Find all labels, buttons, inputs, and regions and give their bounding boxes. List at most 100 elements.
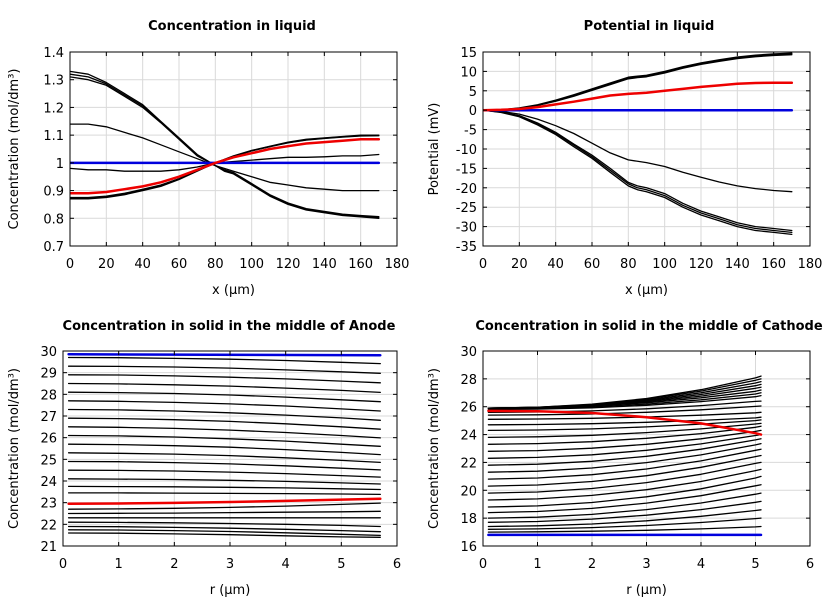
x-tick-label: 60 [584,257,601,272]
series-line-b3 [70,134,380,199]
series-line-c16 [487,425,762,445]
x-tick-label: 80 [207,257,224,272]
y-tick-label: 5 [469,85,477,100]
series-line-a01 [67,356,381,365]
series-line-c02 [487,517,762,530]
series-line-a06 [67,400,381,412]
series-line-a03 [67,374,381,384]
series-line-a04 [67,382,381,394]
series-line-a21 [67,521,381,528]
y-tick-label: 24 [460,429,477,444]
x-tick-label: 0 [479,557,487,572]
series-line-t3 [70,76,380,218]
x-tick-label: 4 [282,557,290,572]
chart-title: Concentration in liquid [148,19,316,34]
series-line-c01 [487,525,762,533]
y-tick-label: 0.8 [43,212,64,227]
y-tick-label: 1.2 [43,101,64,116]
series-line-a02 [67,365,381,374]
series-line-c14 [487,433,762,459]
series-line-c23 [487,394,762,411]
series-line-c19 [487,416,762,426]
series-line-final [487,409,763,436]
series-line-a19 [67,510,381,515]
x-tick-label: 6 [806,557,814,572]
series-line-a07 [67,408,381,421]
panel-liquid-potential: 0 20 40 60 80 100 120 140 160 180-35-30-25-20-15-… [427,19,822,298]
series-line-a16 [67,485,381,491]
series-line-c06 [487,484,762,514]
x-tick-label: 6 [393,557,401,572]
x-tick-label: 140 [725,257,750,272]
y-tick-label: 1.1 [43,129,64,144]
series-line-a11 [67,443,381,456]
series-line-a09 [67,426,381,439]
y-tick-label: -25 [456,201,477,216]
x-axis-label: r (µm) [210,583,251,598]
series-line-a24 [67,532,381,538]
series-line-a13 [67,460,381,471]
panel-anode-solid-concentration: 0 1 2 3 4 5 621222324252627282930Concentration… [7,319,401,598]
y-tick-label: 15 [460,46,477,61]
y-tick-label: 27 [40,410,57,425]
series-line-c11 [487,448,762,480]
series-line-d1 [483,109,793,234]
series-line-b2 [70,135,380,199]
series-line-c09 [487,461,762,494]
y-tick-label: 22 [460,456,477,471]
y-tick-label: 23 [40,497,57,512]
x-tick-label: 4 [697,557,705,572]
x-tick-label: 120 [276,257,301,272]
x-tick-label: 100 [239,257,264,272]
y-tick-label: -10 [456,143,477,158]
y-axis-label: Concentration (mol/dm³) [7,368,22,529]
x-tick-label: 1 [533,557,541,572]
series-line-t2 [70,73,380,219]
series-line-a23 [67,529,381,537]
x-tick-label: 20 [511,257,528,272]
x-tick-label: 5 [751,557,759,572]
y-tick-label: 28 [460,373,477,388]
x-tick-label: 60 [171,257,188,272]
series-line-c30 [487,375,762,409]
y-tick-label: -5 [464,124,477,139]
y-tick-label: 18 [460,512,477,527]
y-tick-label: -30 [456,221,477,236]
y-tick-label: 20 [460,484,477,499]
y-tick-label: 22 [40,518,57,533]
x-tick-label: 140 [312,257,337,272]
chart-title: Concentration in solid in the middle of … [63,319,396,334]
series-line-d2 [483,109,793,232]
x-tick-label: 0 [479,257,487,272]
series-line-a14 [67,469,381,478]
series-line-u1 [483,53,793,111]
panel-cathode-solid-concentration: 0 1 2 3 4 5 6 16 18 20 22 24 26 28 30 Concentration in … [427,319,823,598]
x-axis-label: x (µm) [212,283,255,298]
x-tick-label: 0 [66,257,74,272]
y-tick-label: -20 [456,182,477,197]
y-tick-label: 0 [469,104,477,119]
y-tick-label: -15 [456,162,477,177]
series-line-c08 [487,468,762,501]
x-tick-label: 180 [798,257,823,272]
x-tick-label: 120 [689,257,714,272]
x-tick-label: 20 [98,257,115,272]
series-line-a15 [67,478,381,485]
series-line-a17 [67,492,381,496]
y-axis-label: Concentration (mol/dm³) [7,69,22,230]
x-tick-label: 80 [620,257,637,272]
x-axis-label: r (µm) [626,583,667,598]
y-axis-label: Concentration (mol/dm³) [427,368,442,529]
x-tick-label: 100 [652,257,677,272]
series-line-c05 [487,492,762,519]
x-tick-label: 5 [337,557,345,572]
series-line-a22 [67,525,381,533]
series-line-c18 [487,419,762,432]
series-line-final [70,138,381,195]
x-tick-label: 40 [547,257,564,272]
series-line-c15 [487,429,762,452]
series-line-c03 [487,509,762,528]
y-tick-label: 10 [460,65,477,80]
y-tick-label: 16 [460,540,477,555]
x-tick-label: 2 [170,557,178,572]
